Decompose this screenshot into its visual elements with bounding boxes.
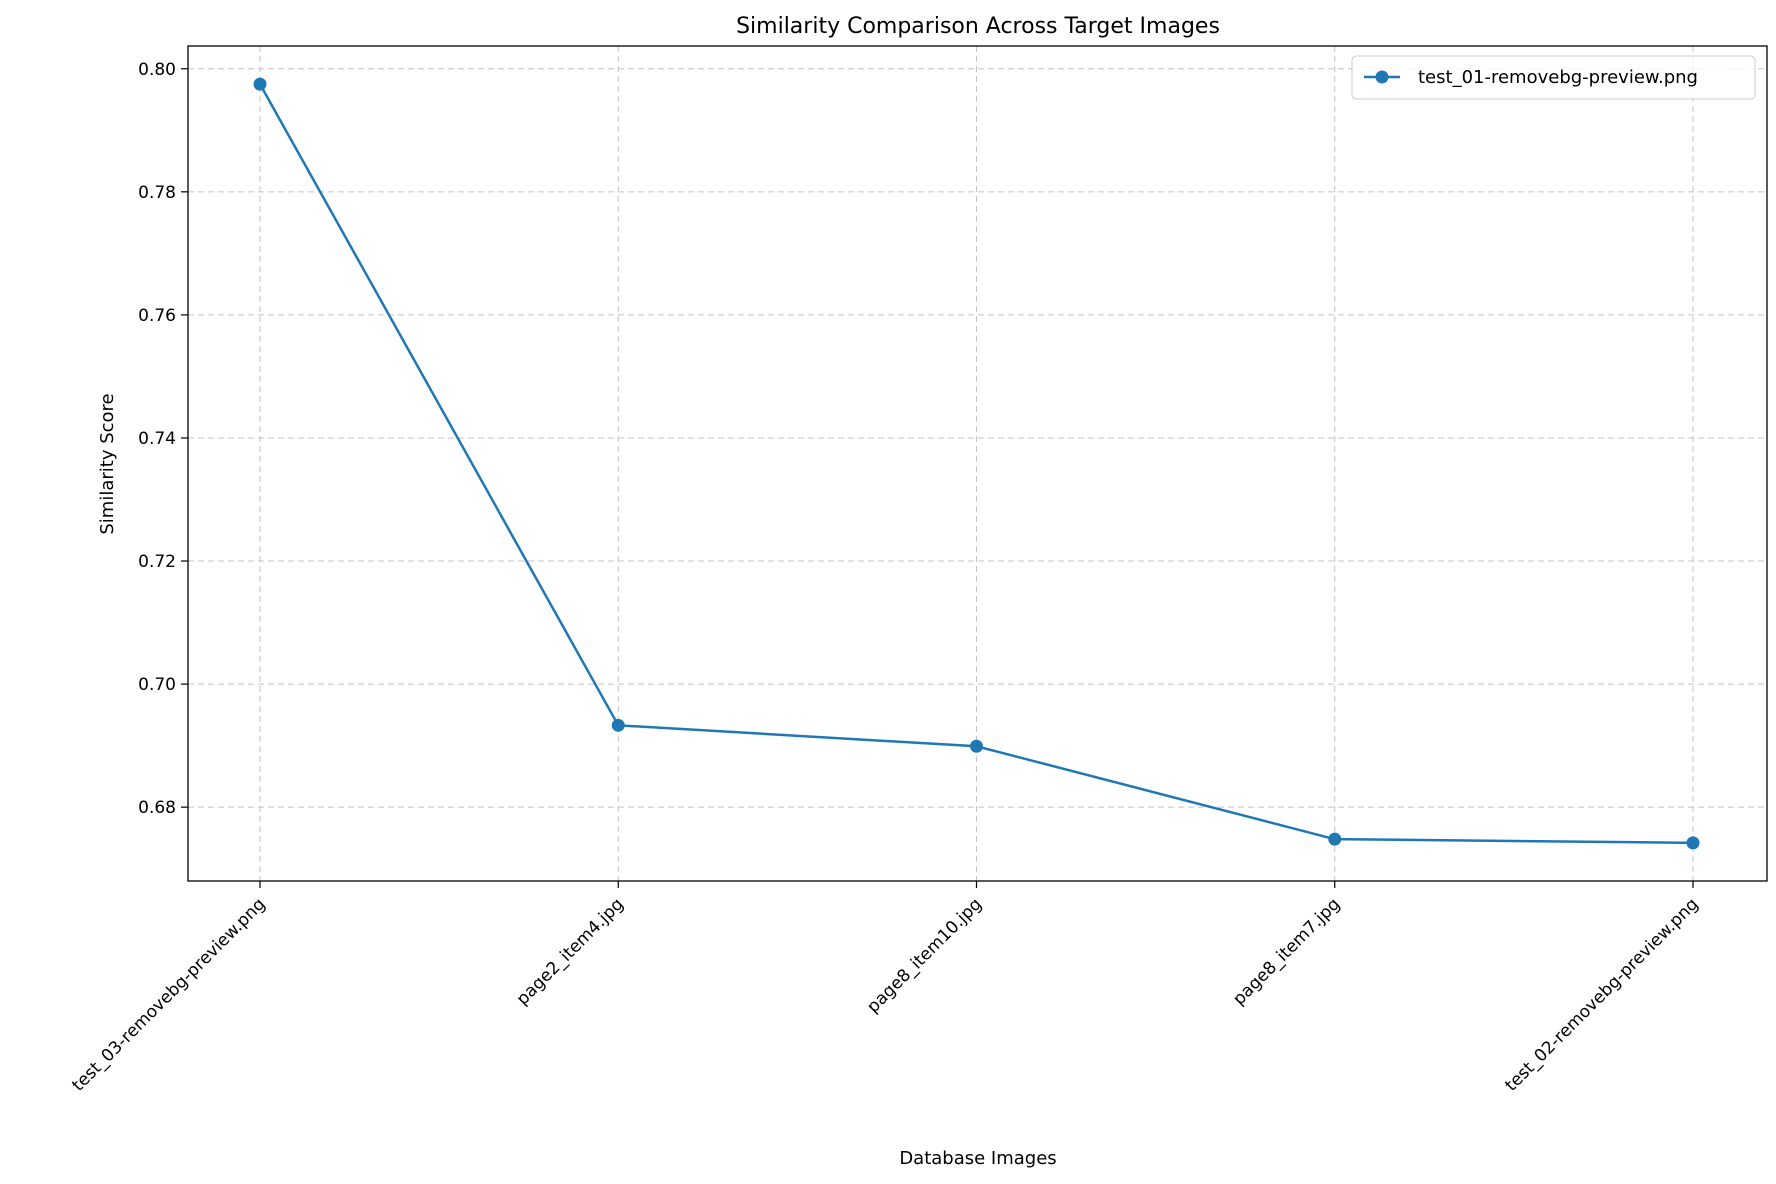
y-tick-label: 0.70 [138, 675, 176, 695]
y-tick-label: 0.80 [138, 60, 176, 80]
data-point [970, 739, 983, 753]
y-tick-label: 0.72 [138, 552, 176, 572]
series-layer [253, 77, 1700, 850]
legend-marker-swatch [1375, 70, 1389, 84]
y-tick-label: 0.68 [138, 798, 176, 818]
y-tick-label: 0.76 [138, 306, 176, 326]
data-point [253, 77, 267, 91]
legend: test_01-removebg-preview.png [1351, 55, 1756, 100]
legend-entry-label: test_01-removebg-preview.png [1418, 67, 1698, 88]
y-tick-label: 0.78 [138, 183, 176, 203]
data-point [611, 718, 625, 732]
grid-lines [188, 46, 1767, 881]
plot-area-frame [187, 45, 1768, 882]
data-point [1686, 836, 1700, 850]
chart-title: Similarity Comparison Across Target Imag… [736, 14, 1220, 39]
data-point [1328, 832, 1342, 846]
y-axis-label: Similarity Score [97, 393, 118, 534]
x-axis-label: Database Images [899, 1148, 1056, 1169]
legend-box [1351, 55, 1756, 100]
y-tick-label: 0.74 [138, 429, 176, 449]
y-axis-ticks: 0.68 0.70 0.72 0.74 0.76 0.78 0.80 [138, 60, 188, 818]
